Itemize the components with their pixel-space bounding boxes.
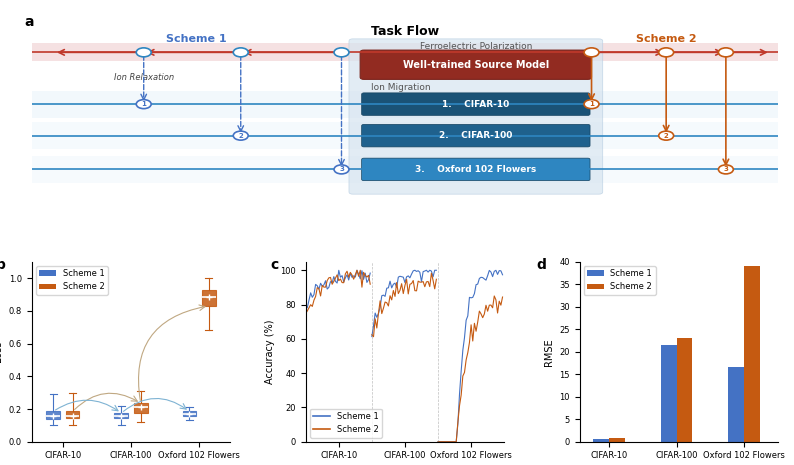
Circle shape <box>584 100 599 109</box>
Text: 2.    CIFAR-100: 2. CIFAR-100 <box>439 131 513 140</box>
FancyBboxPatch shape <box>349 39 603 194</box>
Circle shape <box>659 48 673 57</box>
Circle shape <box>334 165 349 174</box>
Text: 3: 3 <box>723 166 728 173</box>
Circle shape <box>659 131 673 140</box>
Legend: Scheme 1, Scheme 2: Scheme 1, Scheme 2 <box>310 409 382 438</box>
FancyBboxPatch shape <box>32 156 778 183</box>
Circle shape <box>334 48 349 57</box>
Text: Well-trained Source Model: Well-trained Source Model <box>403 60 549 70</box>
Text: c: c <box>270 258 278 272</box>
FancyBboxPatch shape <box>361 125 590 147</box>
FancyBboxPatch shape <box>32 43 778 61</box>
FancyBboxPatch shape <box>360 50 592 80</box>
Bar <box>661 345 676 442</box>
Y-axis label: Loss: Loss <box>0 341 3 363</box>
Text: Ferroelectric Polarization: Ferroelectric Polarization <box>420 42 532 51</box>
Text: 2: 2 <box>664 133 669 139</box>
PathPatch shape <box>134 403 148 413</box>
Bar <box>744 266 760 442</box>
Legend: Scheme 1, Scheme 2: Scheme 1, Scheme 2 <box>584 266 656 295</box>
Bar <box>609 438 625 442</box>
FancyBboxPatch shape <box>32 122 778 149</box>
PathPatch shape <box>114 413 128 418</box>
PathPatch shape <box>66 412 79 418</box>
Text: b: b <box>0 258 6 272</box>
FancyBboxPatch shape <box>361 93 590 115</box>
FancyBboxPatch shape <box>361 158 590 181</box>
Circle shape <box>233 131 249 140</box>
Circle shape <box>233 48 249 57</box>
Y-axis label: RMSE: RMSE <box>544 338 553 365</box>
Text: 2: 2 <box>238 133 243 139</box>
Text: Ion Relaxation: Ion Relaxation <box>114 73 174 82</box>
Circle shape <box>719 165 734 174</box>
Circle shape <box>584 48 599 57</box>
Y-axis label: Accuracy (%): Accuracy (%) <box>264 319 275 384</box>
Bar <box>676 338 692 442</box>
Text: 3.    Oxford 102 Flowers: 3. Oxford 102 Flowers <box>415 165 537 174</box>
Text: Scheme 2: Scheme 2 <box>636 34 696 44</box>
Text: 1: 1 <box>141 101 146 107</box>
Text: Scheme 1: Scheme 1 <box>166 34 226 44</box>
Circle shape <box>137 100 151 109</box>
Text: 1.    CIFAR-10: 1. CIFAR-10 <box>442 100 510 109</box>
PathPatch shape <box>183 412 196 416</box>
Legend: Scheme 1, Scheme 2: Scheme 1, Scheme 2 <box>36 266 108 295</box>
FancyBboxPatch shape <box>32 91 778 118</box>
Circle shape <box>137 48 151 57</box>
PathPatch shape <box>46 412 60 419</box>
Text: 1: 1 <box>589 101 594 107</box>
Text: Ion Migration: Ion Migration <box>372 82 431 92</box>
Bar <box>593 439 609 442</box>
Text: Task Flow: Task Flow <box>371 26 439 38</box>
Circle shape <box>719 48 734 57</box>
PathPatch shape <box>202 290 216 306</box>
Text: a: a <box>25 15 34 29</box>
Bar <box>729 367 744 442</box>
Text: 3: 3 <box>339 166 344 173</box>
Text: d: d <box>536 258 545 272</box>
